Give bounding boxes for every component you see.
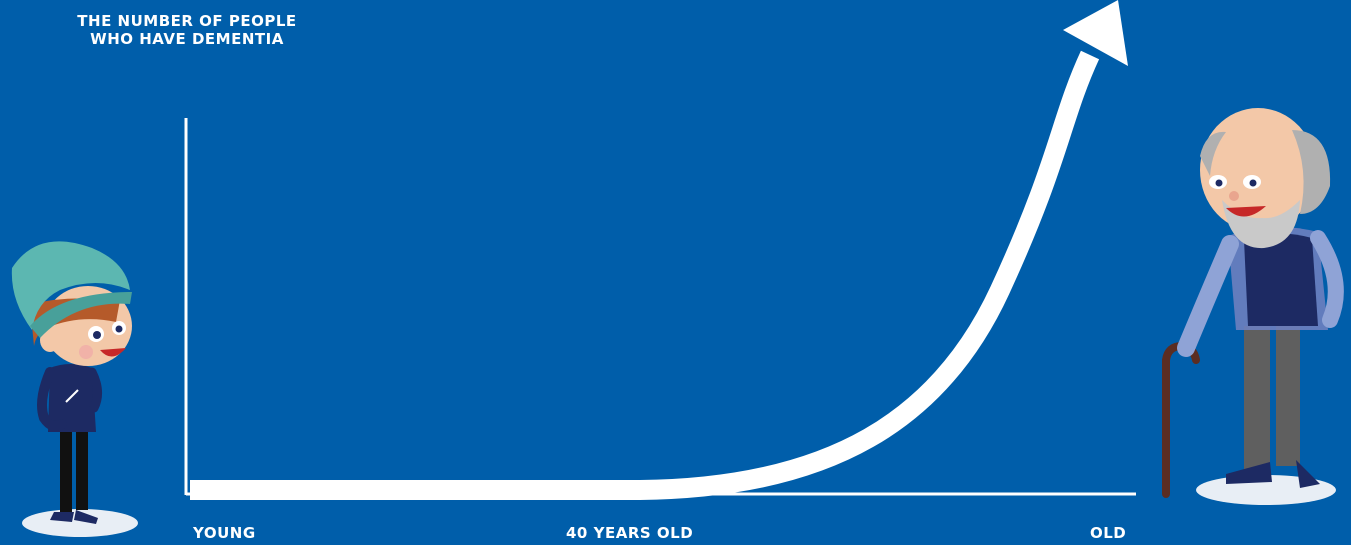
elderly-man-with-cane-icon xyxy=(1162,108,1344,505)
x-tick-40-years-old: 40 YEARS OLD xyxy=(566,524,694,542)
x-tick-young: YOUNG xyxy=(193,524,256,542)
young-person-icon xyxy=(11,241,138,537)
x-tick-old: OLD xyxy=(1090,524,1127,542)
dementia-curve xyxy=(190,50,1100,500)
curve-arrowhead xyxy=(1063,0,1128,66)
y-axis-label: THE NUMBER OF PEOPLE WHO HAVE DEMENTIA xyxy=(77,12,297,48)
